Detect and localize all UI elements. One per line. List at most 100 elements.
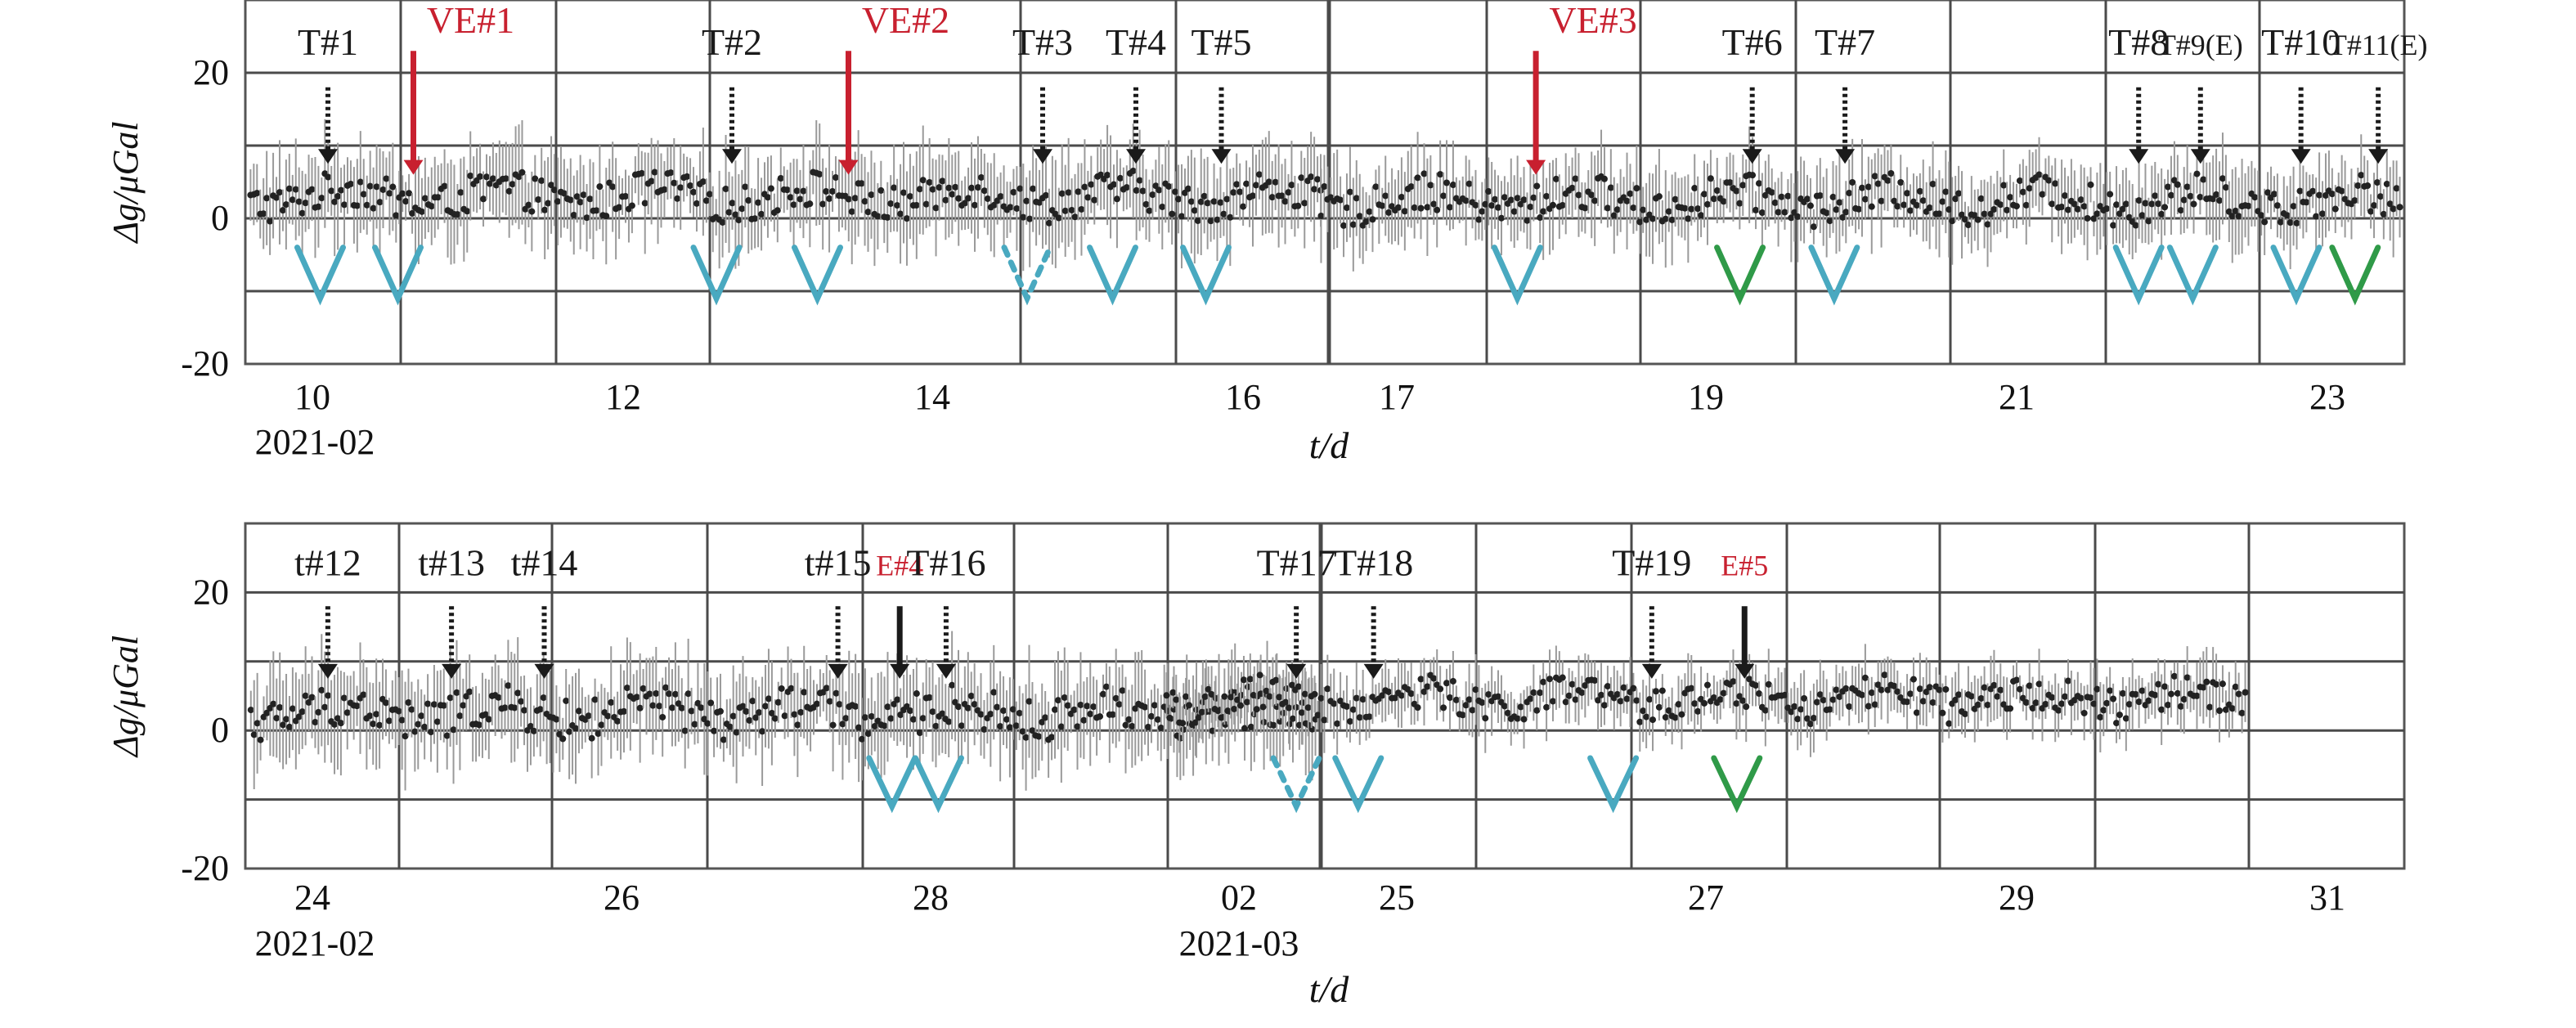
data-point xyxy=(2177,703,2184,710)
y-axis-label: Δg/μGal xyxy=(105,121,146,244)
data-point xyxy=(909,716,917,723)
data-point xyxy=(1324,685,1331,693)
v-mark xyxy=(2329,245,2381,306)
data-point xyxy=(2380,210,2387,218)
event-arrow-head xyxy=(1526,159,1546,175)
data-point xyxy=(1142,200,1150,208)
data-point xyxy=(958,722,965,729)
data-point xyxy=(1071,213,1079,221)
data-point xyxy=(409,209,416,217)
y-tick-label: 0 xyxy=(211,710,229,750)
data-point xyxy=(1710,694,1717,701)
data-point xyxy=(2103,205,2111,213)
data-point xyxy=(1298,174,1305,182)
data-point xyxy=(1156,186,1163,194)
data-point xyxy=(1061,694,1068,701)
data-point xyxy=(1270,721,1277,729)
data-point xyxy=(1136,177,1143,184)
data-point xyxy=(2074,205,2081,213)
data-point xyxy=(1739,182,1747,189)
data-point xyxy=(916,186,923,193)
data-point xyxy=(1301,690,1308,698)
data-point xyxy=(2000,182,2008,189)
data-point xyxy=(2007,194,2014,201)
data-point xyxy=(762,703,770,710)
data-point xyxy=(406,190,413,197)
data-point xyxy=(298,708,306,716)
data-point xyxy=(1891,682,1898,689)
data-point xyxy=(424,700,432,707)
v-mark xyxy=(1180,245,1232,306)
data-point xyxy=(1218,714,1225,721)
data-point xyxy=(971,701,978,708)
data-point xyxy=(1710,195,1717,203)
data-point xyxy=(1990,205,1998,213)
event-marker-label: T#19 xyxy=(1612,541,1691,583)
data-point xyxy=(370,204,377,212)
data-point xyxy=(1311,690,1318,698)
event-arrow-head xyxy=(838,159,859,175)
data-point xyxy=(1610,212,1618,219)
data-point xyxy=(2187,192,2194,200)
data-point xyxy=(1945,206,1953,213)
event-marker-label: T#6 xyxy=(1722,21,1783,63)
x-tick-label: 19 xyxy=(1688,377,1724,417)
data-point xyxy=(855,724,863,731)
data-point xyxy=(2135,698,2143,706)
data-point xyxy=(457,189,464,196)
data-point xyxy=(623,685,631,692)
data-point xyxy=(1565,692,1573,699)
data-point xyxy=(771,715,779,722)
data-point xyxy=(382,699,389,707)
data-point xyxy=(1884,177,1892,184)
data-point xyxy=(1420,170,1428,177)
data-point xyxy=(861,198,868,205)
data-point xyxy=(430,701,438,708)
data-point xyxy=(260,210,267,218)
data-point xyxy=(2200,684,2207,691)
data-point xyxy=(1172,188,1179,195)
data-point xyxy=(463,693,470,700)
data-point xyxy=(788,685,795,692)
data-point xyxy=(318,686,325,694)
data-point xyxy=(2200,176,2207,183)
data-point xyxy=(1578,689,1586,696)
data-point xyxy=(509,181,516,188)
data-point xyxy=(591,696,599,703)
data-point xyxy=(1640,707,1647,715)
data-point xyxy=(887,715,895,722)
data-point xyxy=(1672,195,1679,203)
data-point xyxy=(1045,219,1052,227)
data-point xyxy=(373,711,380,718)
v-mark xyxy=(690,245,743,306)
data-point xyxy=(603,213,610,220)
data-point xyxy=(1331,700,1338,707)
data-point xyxy=(1385,209,1393,216)
data-point xyxy=(1836,693,1843,700)
data-point xyxy=(677,184,684,191)
v-mark xyxy=(1808,245,1860,306)
data-point xyxy=(553,716,560,723)
data-point xyxy=(1720,198,1727,205)
data-point xyxy=(1308,173,1315,181)
event-marker-label: VE#3 xyxy=(1549,0,1636,41)
data-point xyxy=(2132,222,2139,229)
data-point xyxy=(1097,713,1104,720)
data-point xyxy=(1823,209,1830,217)
data-point xyxy=(1233,181,1241,188)
data-point xyxy=(797,195,804,203)
data-point xyxy=(1788,708,1795,716)
data-point xyxy=(968,184,976,191)
data-point xyxy=(699,178,707,186)
data-point xyxy=(706,191,713,198)
data-point xyxy=(1643,216,1650,223)
data-point xyxy=(1913,709,1920,716)
x-axis-label: t/d xyxy=(1309,968,1350,1010)
data-point xyxy=(1286,704,1293,712)
data-point xyxy=(2077,694,2085,702)
bottom-panel-chart: 20 0 -20 Δg/μGal 24 26 28 02 25 27 29 31 2021-02 2021… xyxy=(105,522,2406,1010)
data-point xyxy=(1272,178,1279,186)
data-point xyxy=(2122,200,2129,208)
data-point xyxy=(1424,683,1431,690)
data-point xyxy=(334,193,342,200)
